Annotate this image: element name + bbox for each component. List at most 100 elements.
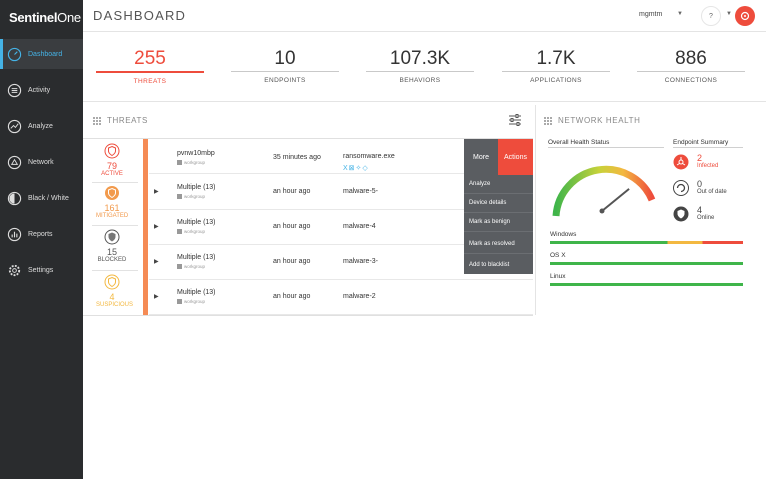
windows-icon [177, 264, 182, 269]
chevron-down-icon[interactable]: ▼ [677, 11, 683, 17]
gauge-pivot [599, 208, 605, 214]
alert-button[interactable] [735, 6, 755, 26]
group-label: workgroup [184, 160, 206, 165]
threat-time: an hour ago [273, 188, 311, 195]
file-action-icons[interactable]: X⊠✧◇ [343, 165, 369, 172]
expand-arrow-icon[interactable]: ▶ [154, 259, 159, 265]
summary-count: 2 [697, 153, 703, 163]
gauge-arc [552, 165, 656, 217]
more-button[interactable]: More [473, 153, 489, 161]
divider [92, 225, 138, 226]
table-row[interactable]: ▶ Multiple (13) workgroup an hour ago ma… [149, 175, 533, 210]
windows-icon [177, 194, 182, 199]
sidebar-item-label: Reports [28, 230, 53, 238]
menu-item-add-blacklist[interactable]: Add to blacklist [469, 261, 510, 268]
health-gauge [552, 165, 656, 217]
stat-behaviors[interactable]: 107.3K BEHAVIORS [365, 47, 475, 84]
endpoint-name: Multiple (13) [177, 184, 216, 191]
list-icon [7, 83, 22, 97]
table-row[interactable]: ▶ Multiple (13) workgroup an hour ago ma… [149, 280, 533, 315]
sidebar-item-label: Black / White [28, 194, 69, 202]
analyze-icon [7, 119, 22, 133]
threat-file: malware-5- [343, 188, 379, 195]
alert-icon [740, 11, 750, 21]
endpoint-name: Multiple (13) [177, 289, 216, 296]
expand-arrow-icon[interactable]: ▶ [154, 189, 159, 195]
windows-icon [177, 229, 182, 234]
header: DASHBOARD mgmtm ▼ ? ▼ [83, 0, 766, 32]
filter-sliders-icon[interactable] [508, 113, 522, 127]
shield-check-icon [673, 206, 689, 222]
stat-connections[interactable]: 886 CONNECTIONS [636, 47, 746, 84]
table-row[interactable]: ▶ Multiple (13) workgroup an hour ago ma… [149, 210, 533, 245]
divider [92, 182, 138, 183]
threats-table-frame [83, 138, 533, 316]
network-icon [7, 155, 22, 169]
expand-arrow-icon[interactable]: ▶ [154, 294, 159, 300]
sidebar-item-dashboard[interactable]: Dashboard [0, 39, 83, 69]
os-linux-health-bar [550, 283, 743, 286]
windows-icon [177, 299, 182, 304]
user-menu[interactable]: mgmtm [639, 11, 663, 18]
summary-label: Out of date [697, 189, 727, 195]
category-suspicious[interactable]: 4 SUSPICIOUS [96, 274, 133, 308]
sidebar-item-settings[interactable]: Settings [0, 255, 83, 285]
sidebar-item-analyze[interactable]: Analyze [0, 111, 83, 141]
threat-file: malware-3- [343, 258, 379, 265]
stat-label: ENDPOINTS [264, 77, 306, 84]
sidebar-item-label: Network [28, 158, 54, 166]
menu-item-mark-benign[interactable]: Mark as benign [464, 213, 533, 232]
reports-icon [7, 227, 22, 241]
category-mitigated[interactable]: 161 MITIGATED [96, 185, 128, 219]
os-osx-health-bar [550, 262, 743, 265]
category-active[interactable]: 79 ACTIVE [96, 143, 128, 177]
endpoint-name: pvnw10mbp [177, 150, 215, 157]
menu-item-device-details[interactable]: Device details [464, 194, 533, 213]
os-windows-health-bar [550, 241, 743, 244]
category-blocked[interactable]: 15 BLOCKED [96, 229, 128, 263]
threat-time: 35 minutes ago [273, 154, 321, 161]
divider [673, 147, 743, 148]
sidebar-item-label: Activity [28, 86, 51, 94]
threat-severity-strip [143, 139, 148, 315]
stat-applications[interactable]: 1.7K APPLICATIONS [501, 47, 611, 84]
chevron-down-icon[interactable]: ▼ [726, 11, 732, 17]
category-count: 161 [104, 203, 120, 213]
endpoint-group: workgroup [177, 299, 205, 304]
group-label: workgroup [184, 299, 206, 304]
menu-item-mark-resolved[interactable]: Mark as resolved [464, 235, 533, 254]
expand-arrow-icon[interactable]: ▶ [154, 224, 159, 230]
stat-underline [637, 71, 745, 72]
grid-icon [544, 116, 552, 125]
sidebar-item-black-white[interactable]: Black / White [0, 183, 83, 213]
logo[interactable]: Sentinel One [0, 0, 83, 34]
stat-label: BEHAVIORS [399, 77, 441, 84]
stat-underline [231, 71, 339, 72]
stat-value: 10 [274, 48, 296, 69]
menu-item-analyze[interactable]: Analyze [464, 175, 533, 194]
stat-threats[interactable]: 255 THREATS [95, 47, 205, 85]
os-windows-label: Windows [550, 231, 577, 238]
gear-icon [8, 264, 21, 276]
table-row[interactable]: ▶ Multiple (13) workgroup an hour ago ma… [149, 245, 533, 280]
endpoint-summary-label: Endpoint Summary [673, 139, 729, 146]
category-label: BLOCKED [97, 257, 127, 263]
table-row[interactable]: pvnw10mbp workgroup 35 minutes ago ranso… [149, 139, 533, 174]
logo-bold: Sentinel [9, 9, 58, 25]
divider [548, 147, 664, 148]
sidebar-item-reports[interactable]: Reports [0, 219, 83, 249]
sidebar-item-activity[interactable]: Activity [0, 75, 83, 105]
threats-panel-title: THREATS [93, 116, 148, 125]
windows-icon [177, 160, 182, 165]
endpoint-group: workgroup [177, 229, 205, 234]
shield-icon [105, 186, 119, 200]
stat-endpoints[interactable]: 10 ENDPOINTS [230, 47, 340, 84]
help-button[interactable]: ? [701, 6, 721, 26]
sidebar-item-network[interactable]: Network [0, 147, 83, 177]
summary-label: Infected [697, 163, 719, 169]
actions-button[interactable]: Actions [498, 139, 533, 175]
threat-file: ransomware.exe [343, 153, 395, 160]
summary-count: 0 [697, 179, 703, 189]
sidebar-item-label: Settings [28, 266, 54, 274]
